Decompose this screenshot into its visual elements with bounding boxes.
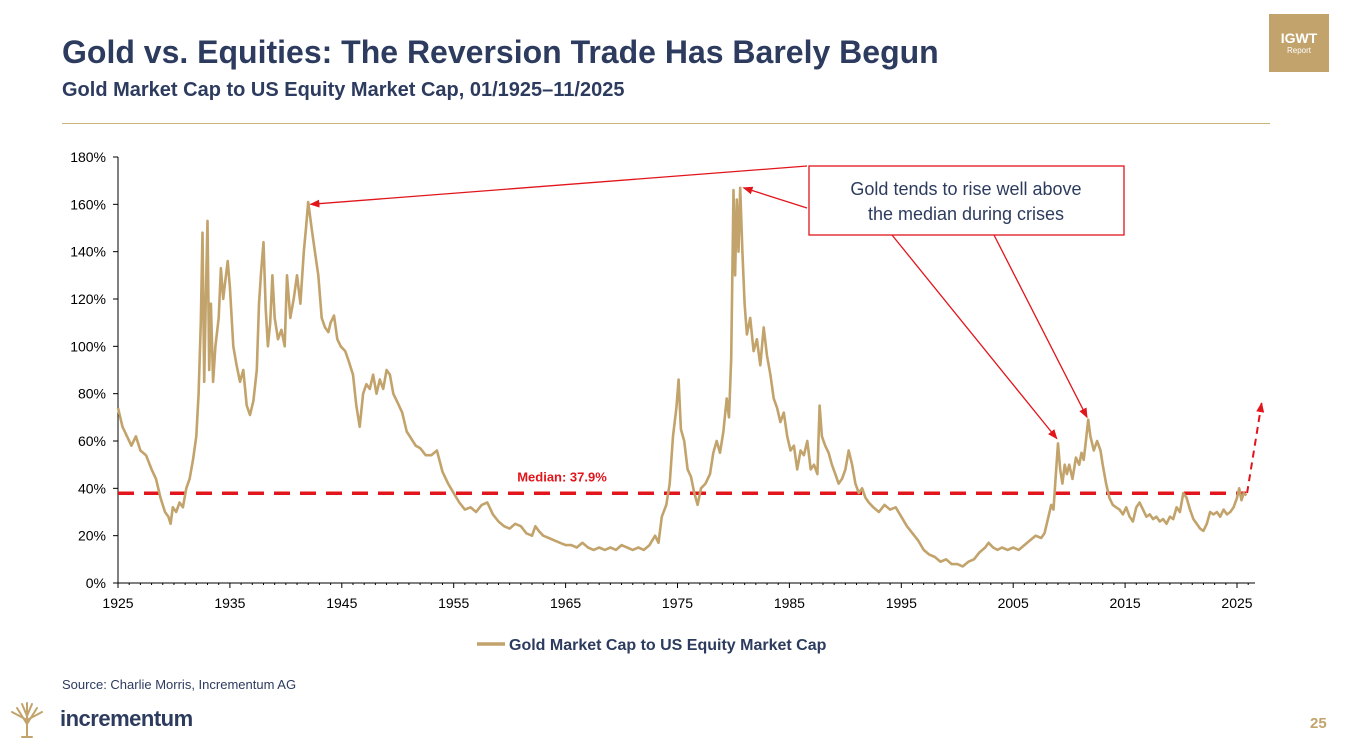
gold-equity-ratio-chart: 0% 20% 40% 60% 80% 100% 120% 140% 160% 180% 1925 19… <box>70 149 1265 654</box>
tree-logo-icon <box>11 702 43 738</box>
y-tick-label: 160% <box>70 196 106 212</box>
x-tick-label: 1995 <box>886 595 917 611</box>
x-tick-label: 1945 <box>326 595 357 611</box>
x-tick-label: 2005 <box>998 595 1029 611</box>
page-number: 25 <box>1310 715 1327 732</box>
series-line-gold-to-equity <box>116 186 1248 568</box>
x-tick-label: 2015 <box>1110 595 1141 611</box>
badge-sub-text: Report <box>1286 46 1311 55</box>
page-title: Gold vs. Equities: The Reversion Trade H… <box>62 34 939 70</box>
projection-arrow <box>1246 402 1265 494</box>
incrementum-logo-text: incrementum <box>60 706 193 731</box>
x-tick-label: 2025 <box>1221 595 1252 611</box>
annotation-arrow <box>993 234 1088 419</box>
igwt-report-badge: IGWT Report <box>1269 14 1329 72</box>
page-subtitle: Gold Market Cap to US Equity Market Cap,… <box>62 79 625 101</box>
x-tick-label: 1965 <box>550 595 581 611</box>
median-label: Median: 37.9% <box>517 469 607 484</box>
y-tick-label: 40% <box>78 480 106 496</box>
legend-label: Gold Market Cap to US Equity Market Cap <box>509 637 827 654</box>
x-tick-label: 1975 <box>662 595 693 611</box>
y-tick-label: 120% <box>70 291 106 307</box>
annotation-arrow <box>891 234 1058 440</box>
annotation-arrow <box>309 165 808 208</box>
header-divider <box>62 123 1270 124</box>
y-tick-label: 80% <box>78 386 106 402</box>
callout-text-line: Gold tends to rise well above <box>850 179 1081 199</box>
x-tick-label: 1925 <box>102 595 133 611</box>
annotation-arrow <box>742 186 808 209</box>
source-note: Source: Charlie Morris, Incrementum AG <box>62 677 297 692</box>
x-tick-label: 1955 <box>438 595 469 611</box>
x-tick-label: 1935 <box>214 595 245 611</box>
y-tick-label: 100% <box>70 338 106 354</box>
callout-box <box>808 165 1125 236</box>
y-tick-label: 180% <box>70 149 106 165</box>
badge-main-text: IGWT <box>1280 30 1318 46</box>
x-tick-label: 1985 <box>774 595 805 611</box>
y-tick-label: 20% <box>78 528 106 544</box>
callout-text-line: the median during crises <box>868 204 1064 224</box>
y-tick-label: 0% <box>86 575 106 591</box>
y-tick-label: 60% <box>78 433 106 449</box>
y-tick-label: 140% <box>70 244 106 260</box>
